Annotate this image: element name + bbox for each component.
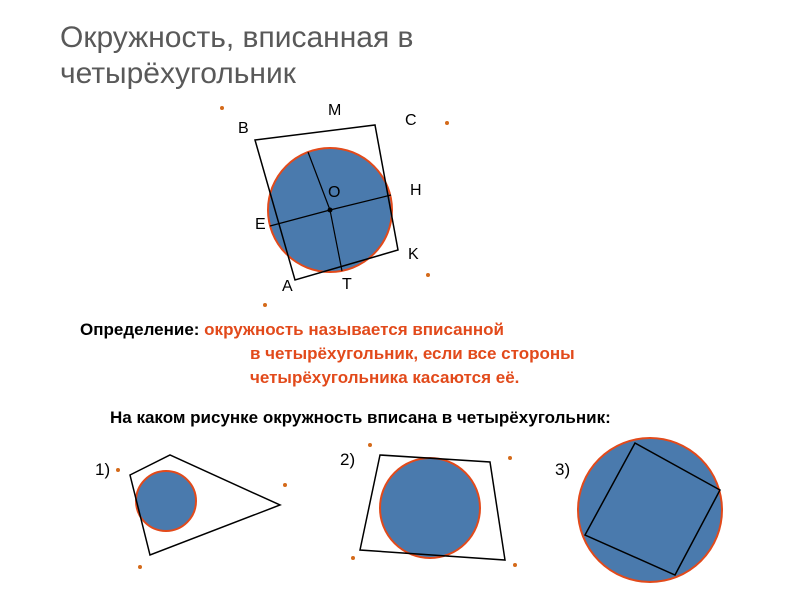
option-1-label: 1)	[95, 460, 110, 480]
opt2-circle	[380, 458, 480, 558]
decor-dot	[263, 303, 267, 307]
decor-dot	[368, 443, 372, 447]
opt1-circle	[136, 471, 196, 531]
label-A: A	[282, 278, 293, 296]
decor-dot	[116, 468, 120, 472]
opt3-circle	[578, 438, 722, 582]
option-3-diagram	[570, 435, 740, 585]
label-O: O	[328, 184, 340, 202]
label-C: C	[405, 112, 417, 130]
decor-dot	[283, 483, 287, 487]
definition-text-1: окружность называется вписанной	[204, 320, 504, 339]
definition-row: Определение: окружность называется вписа…	[80, 320, 504, 340]
option-1-svg	[110, 445, 290, 575]
label-M: M	[328, 102, 341, 120]
decor-dot	[513, 563, 517, 567]
label-H: H	[410, 182, 422, 200]
definition-label: Определение:	[80, 320, 204, 339]
label-K: K	[408, 246, 419, 264]
decor-dot	[220, 106, 224, 110]
option-3-svg	[570, 435, 740, 590]
decor-dot	[426, 273, 430, 277]
question-text: На каком рисунке окружность вписана в че…	[110, 408, 611, 428]
option-3-label: 3)	[555, 460, 570, 480]
decor-dot	[138, 565, 142, 569]
decor-dot	[351, 556, 355, 560]
decor-dot	[445, 121, 449, 125]
page-title: Окружность, вписанная в четырёхугольник	[60, 20, 413, 92]
title-line1: Окружность, вписанная в	[60, 21, 413, 54]
label-B: B	[238, 120, 249, 138]
definition-text-3: четырёхугольника касаются её.	[250, 368, 519, 388]
center-dot	[328, 208, 333, 213]
option-2-diagram	[350, 440, 520, 570]
option-1-diagram	[110, 445, 290, 575]
label-T: T	[342, 276, 352, 294]
option-2-svg	[350, 440, 520, 570]
decor-dot	[508, 456, 512, 460]
definition-text-2: в четырёхугольник, если все стороны	[250, 344, 575, 364]
label-E: E	[255, 216, 266, 234]
title-line2: четырёхугольник	[60, 57, 296, 90]
main-diagram: B M C H K T A E O	[200, 100, 460, 310]
